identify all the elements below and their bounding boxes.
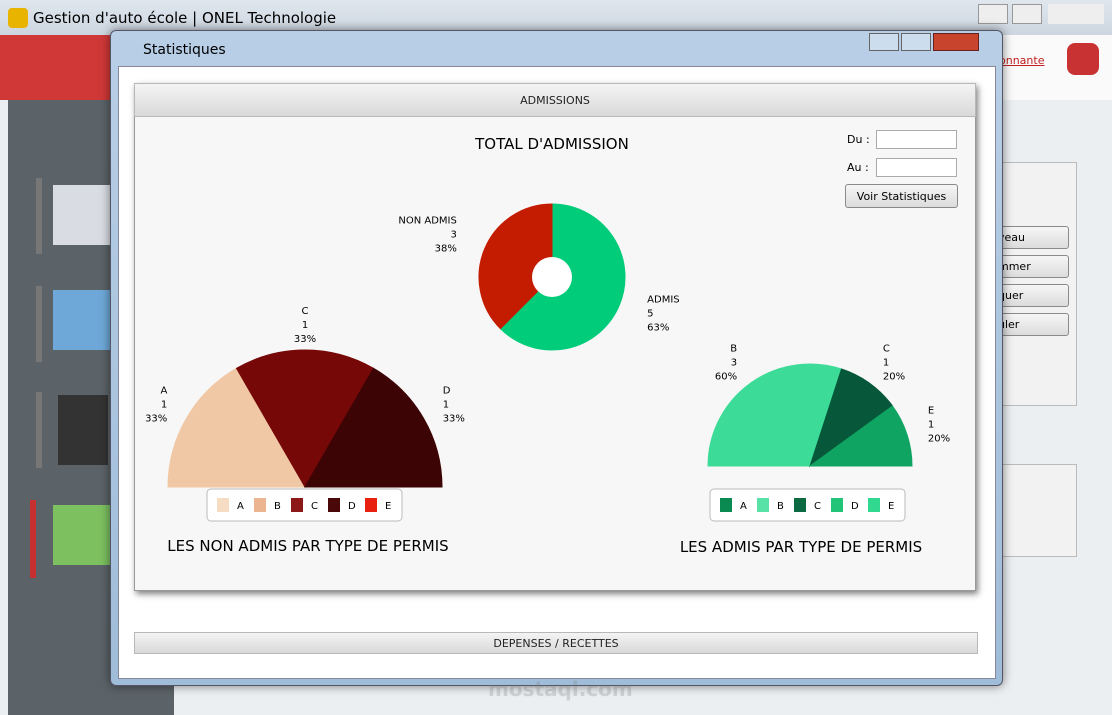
legend-label: E [385,501,391,512]
label-line: ADMIS [647,294,679,305]
voir-button[interactable]: Voir Statistiques [845,184,958,208]
au-label: Au : [847,161,869,174]
label-line: 1 [443,400,449,411]
header-right: onnante [995,35,1112,100]
legend-label: C [311,501,318,512]
bg-button[interactable]: uler [995,313,1069,336]
legend-swatch [868,498,880,512]
maximize[interactable] [901,33,931,51]
label-line: E [928,406,934,417]
label-line: 3 [450,230,456,241]
chart-title: LES NON ADMIS PAR TYPE DE PERMIS [167,537,448,555]
help-icon[interactable] [1067,43,1099,75]
bg-button[interactable]: quer [995,284,1069,307]
legend-label: B [777,501,784,512]
maximize[interactable] [1012,4,1042,24]
watermark: mostaql.com [488,677,633,701]
slice-label: E 1 20% [928,406,950,445]
label-line: 1 [883,358,889,369]
sidebar-icon[interactable] [53,505,115,565]
legend-swatch [794,498,806,512]
bg-button[interactable]: mmer [995,255,1069,278]
slice-label: NON ADMIS 3 38% [398,216,456,255]
du-label: Du : [847,133,870,146]
slice-label: D 1 33% [443,386,465,425]
bg-button[interactable]: veau [995,226,1069,249]
slice-label: C 1 20% [883,344,905,383]
slice-label: A 1 33% [145,386,167,425]
donut-hole [532,257,572,297]
legend-swatch [254,498,266,512]
slice [167,367,306,488]
legend-swatch [720,498,732,512]
close[interactable] [1048,4,1104,24]
label-line: 63% [647,322,669,333]
label-line: 3 [731,358,737,369]
slice [707,363,843,467]
label-line: 1 [161,400,167,411]
label-line: 33% [443,414,465,425]
slice [235,349,375,488]
legend-box [709,488,906,522]
sidebar-tab [36,392,42,468]
close[interactable] [933,33,979,51]
legend-label: C [814,501,821,512]
minimize[interactable] [978,4,1008,24]
slice-label: C 1 33% [294,306,316,345]
sidebar-tab [36,286,42,362]
date-input[interactable] [876,158,957,177]
label-line: 33% [294,334,316,345]
chart-title: TOTAL D'ADMISSION [474,135,629,153]
legend-swatch [757,498,769,512]
sidebar-icon[interactable] [53,290,113,350]
legend-label: A [237,501,244,512]
panel-header[interactable]: ADMISSIONS [134,83,976,117]
app-title: Gestion d'auto école | ONEL Technologie [33,9,337,27]
label-line: 1 [928,420,934,431]
label-line: A [160,386,167,397]
label-line: NON ADMIS [398,216,456,227]
sidebar-icon[interactable] [53,185,113,245]
label-line: 20% [883,372,905,383]
legend-swatch [328,498,340,512]
legend-label: D [348,501,356,512]
sidebar-tab [36,178,42,254]
label-line: 38% [435,244,457,255]
label-line: 20% [928,434,950,445]
panel-header[interactable]: DEPENSES / RECETTES [134,632,978,654]
legend-box [206,488,403,522]
label-line: 5 [647,308,653,319]
label-line: C [883,344,890,355]
slice-label: ADMIS 5 63% [647,294,679,333]
legend-swatch [291,498,303,512]
legend-label: E [888,501,894,512]
slice-label: B 3 60% [715,344,737,383]
legend-label: B [274,501,281,512]
sidebar-tab [30,500,36,578]
label-line: C [302,306,309,317]
app-icon [8,8,28,28]
label-line: 1 [302,320,308,331]
app-titlebar: Gestion d'auto école | ONEL Technologie [0,0,1112,35]
bg-panel [995,464,1077,557]
label-line: 60% [715,372,737,383]
chart-title: LES ADMIS PAR TYPE DE PERMIS [680,538,922,556]
legend-label: A [740,501,747,512]
date-input[interactable] [876,130,957,149]
legend-label: D [851,501,859,512]
legend-swatch [217,498,229,512]
dialog-title: Statistiques [143,42,226,58]
minimize[interactable] [869,33,899,51]
legend-swatch [831,498,843,512]
label-line: 33% [145,414,167,425]
legend-swatch [365,498,377,512]
slice [304,367,443,488]
slice [808,405,913,467]
label-line: D [443,386,451,397]
sidebar-icon[interactable] [58,395,108,465]
label-line: B [730,344,737,355]
link[interactable]: onnante [999,54,1045,67]
